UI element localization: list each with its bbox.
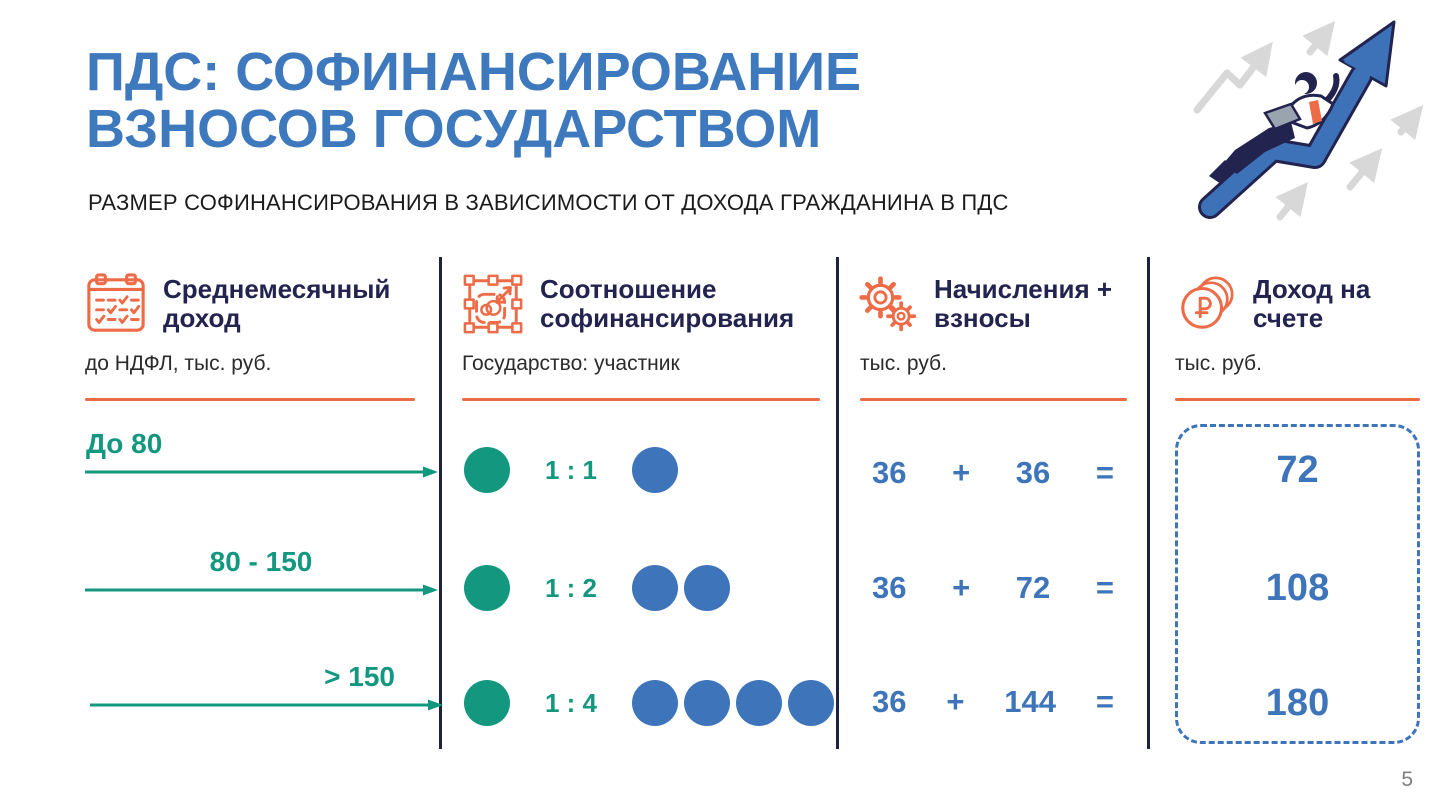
ratio-row: 1 : 1: [464, 447, 678, 493]
plus-sign: +: [952, 455, 971, 490]
equation: 36 + 144 =: [872, 679, 1114, 725]
income-label: > 150: [324, 661, 395, 692]
contribution-value: 36: [872, 455, 907, 490]
column-rule: [85, 398, 415, 401]
plus-sign: +: [946, 684, 965, 719]
ratio-dot: [736, 680, 782, 726]
column-title: Среднемесячный доход: [163, 273, 391, 333]
page-number: 5: [1401, 768, 1413, 791]
column-unit: тыс. руб.: [1175, 352, 1262, 375]
income-arrow: [85, 584, 438, 596]
column-title: Начисления + взносы: [934, 273, 1113, 333]
income-arrow: [90, 699, 443, 711]
total-value: 72: [1276, 449, 1319, 491]
result-box: [1175, 424, 1420, 744]
equation: 36 + 36 =: [872, 450, 1114, 496]
ruble-coins-icon: [1181, 276, 1234, 329]
ratio-dot: [684, 680, 730, 726]
column-rule: [462, 398, 820, 401]
column-rule: [860, 398, 1127, 401]
total-value: 108: [1265, 567, 1330, 609]
participant-circles: [632, 680, 834, 726]
gears-icon: [859, 276, 917, 332]
calendar-icon: [87, 273, 145, 332]
ratio-dot: [788, 680, 834, 726]
contribution-value: 36: [872, 570, 907, 605]
state-circle: [464, 447, 510, 493]
equals-sign: =: [1095, 570, 1114, 605]
cofinancing-ratio-icon: [463, 274, 523, 334]
cofinancing-value: 36: [1015, 455, 1051, 490]
ratio-dot: [464, 447, 510, 493]
page-title-line2: ВЗНОСОВ ГОСУДАРСТВОМ: [86, 99, 822, 160]
column-header-ratio: Соотношение софинансирования: [462, 262, 827, 346]
ratio-dot: [684, 565, 730, 611]
equals-sign: =: [1095, 455, 1114, 490]
income-arrow: [85, 466, 438, 478]
gray-arrow-icon: [1193, 20, 1424, 221]
equation: 36 + 72 =: [872, 565, 1114, 611]
plus-sign: +: [952, 570, 971, 605]
income-label: 80 - 150: [209, 546, 313, 577]
total-value: 180: [1265, 682, 1330, 724]
column-unit: до НДФЛ, тыс. руб.: [85, 352, 272, 375]
page-title-line1: ПДС: СОФИНАНСИРОВАНИЕ: [86, 42, 862, 102]
ratio-dot: [464, 680, 510, 726]
column-header-contributions: Начисления + взносы: [858, 262, 1138, 346]
participant-circles: [632, 447, 678, 493]
ratio-dot: [632, 680, 678, 726]
equals-sign: =: [1095, 684, 1114, 719]
blue-growth-arrow-icon: [1198, 20, 1396, 219]
column-unit: Государство: участник: [462, 352, 680, 375]
page-title: ПДС: СОФИНАНСИРОВАНИЕ ВЗНОСОВ ГОСУДАРСТВ…: [86, 42, 862, 160]
column-unit: тыс. руб.: [860, 352, 947, 375]
column-divider: [439, 257, 442, 749]
contribution-value: 36: [872, 684, 907, 719]
ratio-row: 1 : 4: [464, 680, 834, 726]
ratio-dot: [464, 565, 510, 611]
column-divider: [1147, 257, 1150, 749]
ratio-label: 1 : 4: [544, 687, 598, 718]
ratio-label: 1 : 2: [544, 572, 598, 603]
ratio-dot: [632, 447, 678, 493]
page-subtitle: РАЗМЕР СОФИНАНСИРОВАНИЯ В ЗАВИСИМОСТИ ОТ…: [88, 190, 1009, 215]
participant-circles: [632, 565, 730, 611]
growth-illustration: [1193, 20, 1424, 221]
ratio-row: 1 : 2: [464, 565, 730, 611]
state-circle: [464, 565, 510, 611]
ratio-label: 1 : 1: [544, 454, 598, 485]
state-circle: [464, 680, 510, 726]
column-title: Доход на счете: [1253, 273, 1371, 333]
cofinancing-value: 144: [1004, 684, 1057, 719]
column-header-account-income: Доход на счете: [1175, 262, 1420, 346]
income-label: До 80: [86, 428, 163, 459]
column-rule: [1175, 398, 1420, 401]
column-header-income: Среднемесячный доход: [85, 262, 430, 346]
person-with-laptop-icon: [1209, 72, 1340, 184]
column-divider: [836, 257, 839, 749]
cofinancing-value: 72: [1015, 570, 1051, 605]
column-title: Соотношение софинансирования: [540, 273, 795, 333]
ratio-dot: [632, 565, 678, 611]
